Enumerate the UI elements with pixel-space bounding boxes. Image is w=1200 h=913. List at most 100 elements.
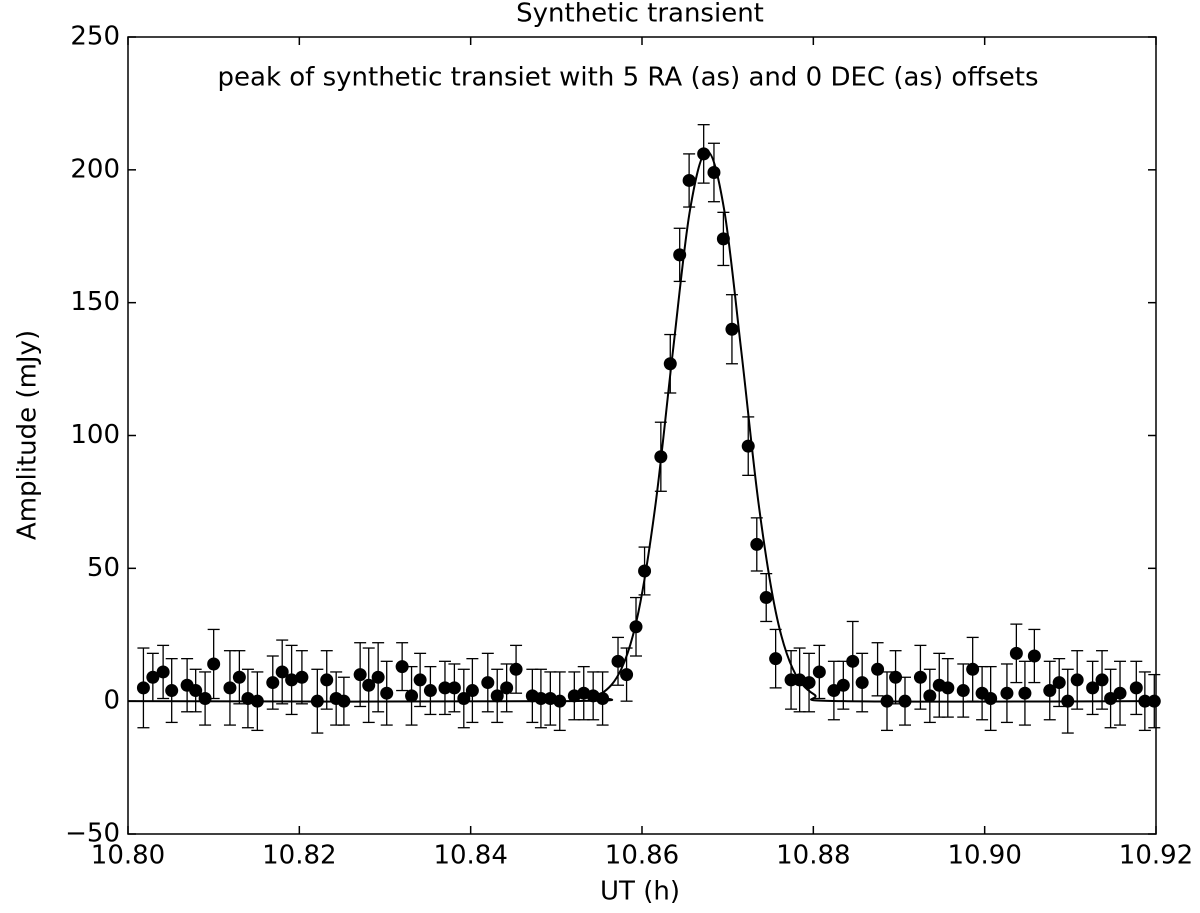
data-point xyxy=(697,147,711,161)
data-point xyxy=(1018,686,1032,700)
data-point xyxy=(481,676,495,690)
data-point xyxy=(423,684,437,698)
data-point xyxy=(207,657,221,671)
data-point xyxy=(846,654,860,668)
data-point xyxy=(320,673,334,687)
x-tick-label: 10.82 xyxy=(262,841,336,871)
data-point xyxy=(189,684,203,698)
data-point xyxy=(136,681,150,695)
data-point xyxy=(395,660,409,674)
data-point xyxy=(629,620,643,634)
data-point xyxy=(310,694,324,708)
y-axis-label: Amplitude (mJy) xyxy=(13,330,43,540)
data-point xyxy=(871,662,885,676)
data-point xyxy=(250,694,264,708)
data-point xyxy=(1147,694,1161,708)
y-tick-label: 200 xyxy=(70,154,120,184)
data-point xyxy=(447,681,461,695)
data-point xyxy=(1129,681,1143,695)
data-point xyxy=(898,694,912,708)
data-point xyxy=(198,692,212,706)
data-point xyxy=(223,681,237,695)
data-point xyxy=(769,652,783,666)
data-point xyxy=(1052,676,1066,690)
data-point xyxy=(232,670,246,684)
data-point xyxy=(750,537,764,551)
data-point xyxy=(836,678,850,692)
plot-frame xyxy=(127,36,1157,835)
data-point xyxy=(913,670,927,684)
x-tick-label: 10.88 xyxy=(776,841,850,871)
data-point xyxy=(146,670,160,684)
data-point xyxy=(1000,686,1014,700)
data-point xyxy=(889,670,903,684)
data-point xyxy=(285,673,299,687)
data-point xyxy=(707,165,721,179)
data-point xyxy=(509,662,523,676)
data-point xyxy=(802,676,816,690)
data-point xyxy=(923,689,937,703)
data-point xyxy=(1070,673,1084,687)
x-tick-label: 10.86 xyxy=(605,841,679,871)
data-point xyxy=(654,450,668,464)
data-point xyxy=(638,564,652,578)
y-tick-label: 150 xyxy=(70,287,120,317)
data-point xyxy=(275,665,289,679)
data-point xyxy=(465,684,479,698)
data-point xyxy=(553,694,567,708)
data-point xyxy=(413,673,427,687)
data-point xyxy=(380,686,394,700)
data-point xyxy=(759,591,773,605)
data-point xyxy=(1009,646,1023,660)
data-point xyxy=(266,676,280,690)
data-point xyxy=(855,676,869,690)
x-tick-label: 10.80 xyxy=(91,841,165,871)
data-point xyxy=(941,681,955,695)
data-point xyxy=(534,692,548,706)
data-point xyxy=(1138,694,1152,708)
data-point xyxy=(457,692,471,706)
data-point xyxy=(337,694,351,708)
data-point xyxy=(956,684,970,698)
data-point xyxy=(827,684,841,698)
chart-title: Synthetic transient xyxy=(516,0,764,29)
data-point xyxy=(741,439,755,453)
x-tick-label: 10.90 xyxy=(947,841,1021,871)
data-point xyxy=(156,665,170,679)
data-point xyxy=(611,654,625,668)
y-tick-label: −50 xyxy=(65,819,120,849)
y-tick-label: 50 xyxy=(87,553,120,583)
data-point xyxy=(1086,681,1100,695)
data-point xyxy=(984,692,998,706)
data-point xyxy=(966,662,980,676)
data-point xyxy=(165,684,179,698)
data-point xyxy=(682,173,696,187)
data-point xyxy=(1095,673,1109,687)
data-point xyxy=(663,357,677,371)
data-point xyxy=(880,694,894,708)
data-point xyxy=(673,248,687,262)
data-point xyxy=(1043,684,1057,698)
data-point xyxy=(353,668,367,682)
data-point xyxy=(620,668,634,682)
data-point xyxy=(1027,649,1041,663)
data-point xyxy=(1061,694,1075,708)
data-point xyxy=(500,681,514,695)
x-tick-label: 10.92 xyxy=(1119,841,1193,871)
data-point xyxy=(1104,692,1118,706)
y-tick-label: 0 xyxy=(103,686,120,716)
data-point xyxy=(371,670,385,684)
data-point xyxy=(490,689,504,703)
data-point xyxy=(716,232,730,246)
y-tick-label: 100 xyxy=(70,420,120,450)
data-point xyxy=(725,322,739,336)
data-point xyxy=(362,678,376,692)
data-point xyxy=(1113,686,1127,700)
data-point xyxy=(596,692,610,706)
data-point xyxy=(812,665,826,679)
data-point xyxy=(438,681,452,695)
data-point xyxy=(295,670,309,684)
